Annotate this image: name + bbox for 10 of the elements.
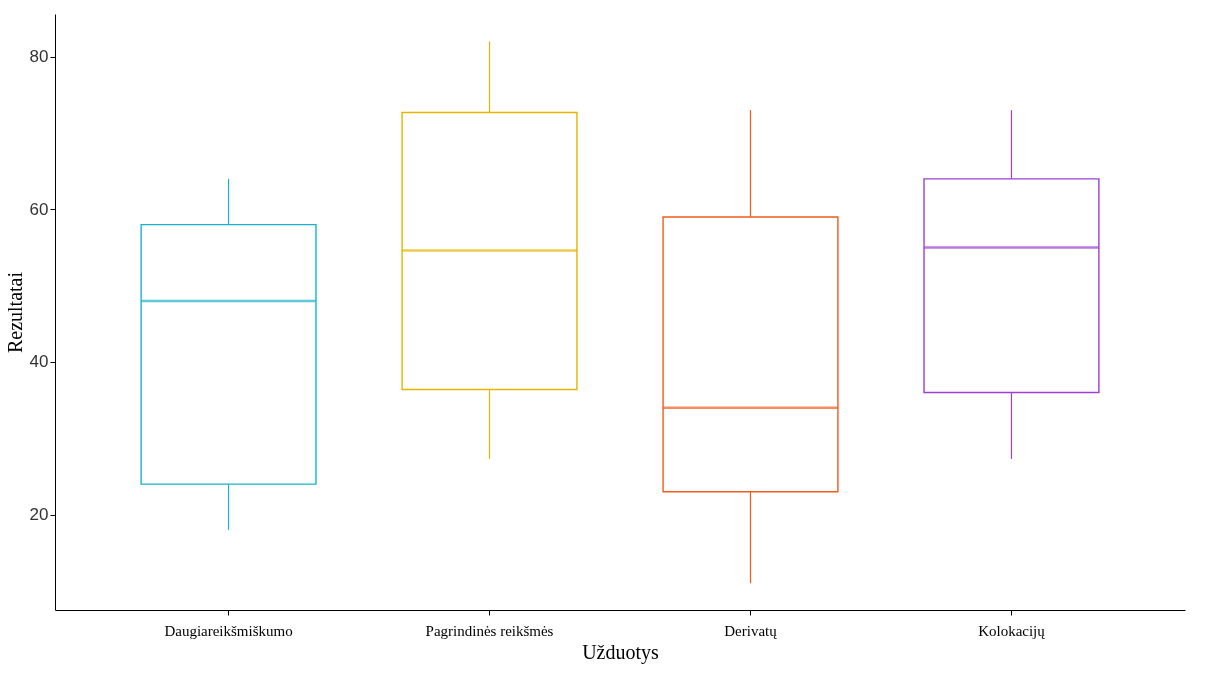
y-tick-label: 60 [29, 199, 49, 219]
x-tick-label: Pagrindinės reikšmės [425, 622, 554, 639]
x-tick-label: Kolokacijų [978, 622, 1046, 639]
y-tick-label: 20 [29, 505, 49, 525]
y-tick-label: 40 [29, 352, 49, 372]
y-axis-title: Rezultatai [3, 271, 26, 354]
y-tick-label: 80 [29, 47, 49, 67]
x-tick-label: Daugiareikšmiškumo [164, 622, 293, 639]
x-tick-label: Derivatų [724, 622, 778, 639]
x-axis-title: Užduotys [582, 640, 660, 664]
